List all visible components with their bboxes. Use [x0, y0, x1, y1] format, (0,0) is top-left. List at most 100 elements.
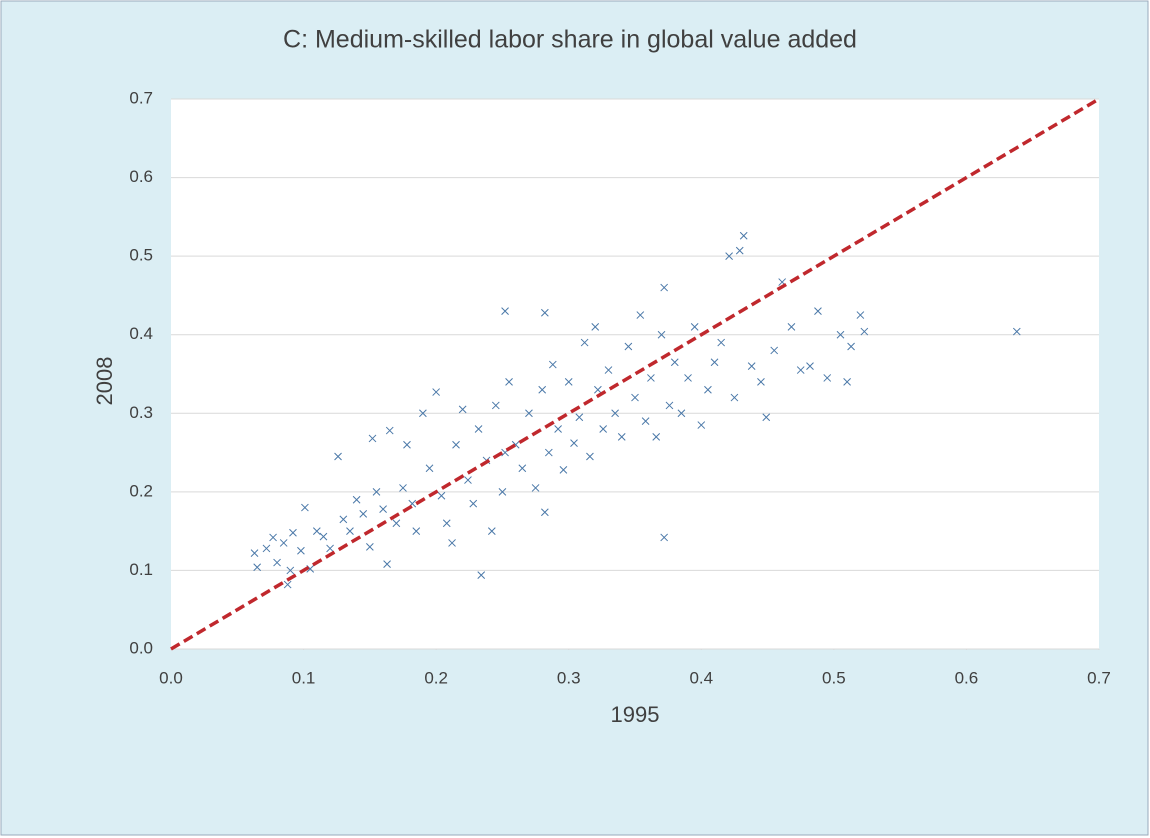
scatter-point [847, 342, 855, 351]
scatter-point [690, 323, 699, 331]
scatter-point [326, 544, 334, 553]
scatter-point [540, 308, 549, 317]
y-tick-label: 0.7 [129, 88, 153, 107]
y-axis-label: 2008 [92, 357, 117, 406]
scatter-point [531, 484, 540, 492]
scatter-point [487, 527, 496, 535]
scatter-point [591, 323, 600, 331]
x-tick-label: 0.7 [1087, 668, 1111, 687]
scatter-point [575, 413, 584, 422]
x-tick-label: 0.5 [822, 668, 846, 687]
scatter-point [599, 425, 608, 433]
scatter-point [580, 338, 589, 347]
scatter-point [474, 425, 483, 433]
scatter-point [437, 491, 446, 500]
scatter-point [442, 519, 451, 528]
scatter-point [312, 527, 321, 535]
scatter-point [564, 378, 573, 386]
scatter-point [604, 366, 613, 374]
scatter-point [419, 409, 427, 418]
scatter-point [770, 346, 779, 355]
scatter-point [491, 401, 500, 410]
scatter-point [570, 439, 578, 447]
scatter-point [594, 385, 602, 394]
scatter-point [624, 342, 633, 351]
scatter-point [289, 528, 297, 537]
scatter-point [339, 515, 348, 524]
scatter-point [432, 388, 440, 396]
scatter-point [814, 307, 822, 315]
scatter-point [677, 409, 686, 418]
scatter-point [725, 252, 733, 260]
plot-area [171, 99, 1099, 649]
chart-title: C: Medium-skilled labor share in global … [283, 26, 857, 54]
scatter-point [269, 533, 277, 542]
scatter-point [735, 246, 744, 255]
scatter-point [544, 448, 553, 457]
x-tick-label: 0.0 [159, 668, 183, 687]
scatter-point [518, 464, 527, 473]
scatter-point [352, 495, 361, 504]
scatter-point [297, 546, 305, 555]
scatter-point [660, 533, 669, 542]
scatter-point [540, 508, 549, 517]
scatter-point [843, 378, 851, 386]
scatter-point [319, 532, 328, 541]
scatter-point [697, 421, 706, 429]
scatter-point [730, 393, 739, 402]
scatter-point [647, 374, 655, 382]
scatter-point [617, 433, 626, 441]
scatter-point [262, 544, 271, 553]
scatter-point [823, 374, 832, 382]
scatter-point [704, 385, 712, 394]
scatter-point [762, 413, 771, 422]
scatter-point [403, 440, 411, 449]
scatter-point [392, 519, 401, 528]
scatter-point [286, 566, 295, 575]
y-tick-label: 0.4 [129, 324, 153, 343]
scatter-point [346, 527, 354, 535]
scatter-point [366, 543, 374, 551]
scatter-point [525, 409, 533, 418]
scatter-point [538, 385, 547, 394]
scatter-point [757, 378, 765, 386]
scatter-point [860, 327, 869, 336]
scatter-point [641, 417, 650, 425]
scatter-point [611, 409, 619, 418]
scatter-point [368, 434, 377, 443]
scatter-point [448, 539, 456, 547]
x-tick-label: 0.3 [557, 668, 581, 687]
y-tick-label: 0.3 [129, 403, 153, 422]
scatter-point [665, 401, 674, 410]
scatter-point [670, 358, 679, 367]
scatter-point [283, 580, 292, 589]
scatter-point [379, 505, 387, 513]
scatter-point [399, 484, 407, 492]
scatter-point [796, 366, 805, 374]
scatter-point [501, 307, 509, 315]
scatter-point [464, 476, 472, 484]
scatter-point [586, 452, 594, 461]
x-tick-label: 0.2 [424, 668, 448, 687]
scatter-point [652, 433, 661, 441]
scatter-point [739, 231, 748, 240]
scatter-point [554, 425, 562, 433]
scatter-point [383, 560, 391, 568]
scatter-point [806, 362, 814, 370]
scatter-point [660, 283, 669, 292]
x-tick-label: 0.6 [955, 668, 979, 687]
scatter-point [717, 338, 726, 347]
y-tick-label: 0.6 [129, 167, 153, 186]
scatter-point [747, 362, 756, 370]
x-tick-label: 0.1 [292, 668, 316, 687]
scatter-point [548, 360, 557, 369]
scatter-point [359, 510, 368, 518]
scatter-point [1012, 327, 1021, 336]
scatter-point [787, 323, 796, 331]
scatter-point [334, 452, 342, 461]
scatter-point [301, 503, 309, 512]
scatter-point [452, 440, 460, 449]
scatter-point [636, 311, 645, 319]
